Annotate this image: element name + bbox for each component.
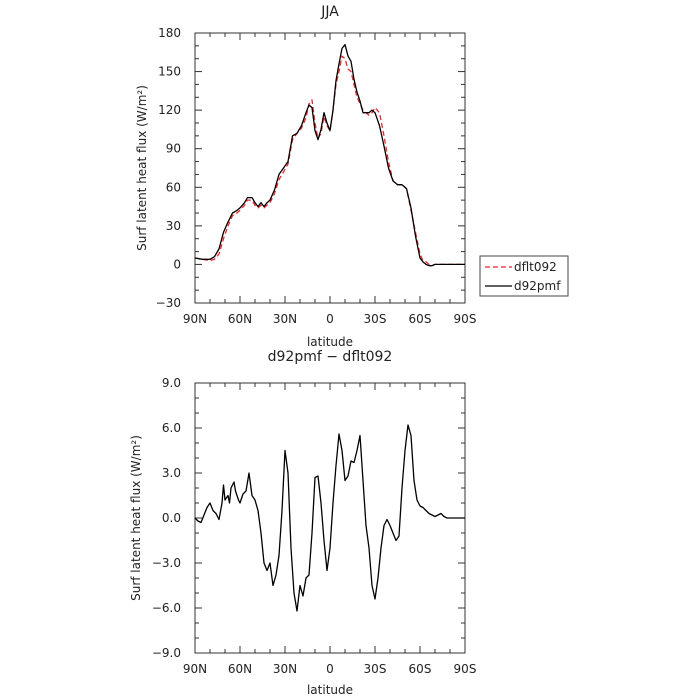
top-panel-title: JJA [320, 4, 339, 20]
plot-frame [194, 382, 466, 654]
bottom-panel-xlabel: latitude [307, 683, 353, 697]
x-tick-label: 60S [409, 312, 432, 326]
y-tick-label: 180 [158, 26, 181, 40]
y-tick-label: −3.0 [152, 556, 181, 570]
top-panel-ylabel: Surf latent heat flux (W/m²) [135, 85, 149, 251]
bottom-panel-title: d92pmf − dflt092 [268, 349, 393, 365]
x-tick-label: 90S [454, 312, 477, 326]
x-tick-label: 0 [326, 312, 334, 326]
y-tick-label: 0 [173, 257, 181, 271]
x-tick-label: 0 [326, 662, 334, 676]
legend-label-dflt092: dflt092 [514, 260, 557, 274]
y-tick-label: 60 [166, 180, 181, 194]
bottom-plot-area: 90N 60N 30N 0 30S 60S 90S −9.0 −6.0 −3.0 0.0 3.0 6.0… [152, 376, 477, 676]
x-tick-label: 30S [364, 312, 387, 326]
series-line-dflt092 [194, 55, 465, 267]
bottom-panel: d92pmf − dflt092 90N 60N 30N 0 30S 60S 90S −9.0… [129, 349, 476, 697]
series-line-d92pmf [194, 43, 465, 267]
y-tick-label: 0.0 [162, 511, 181, 525]
x-tick-label: 90S [454, 662, 477, 676]
x-tick-label: 60S [409, 662, 432, 676]
y-tick-label: 90 [166, 142, 181, 156]
bottom-panel-ylabel: Surf latent heat flux (W/m²) [129, 435, 143, 601]
y-tick-label: 9.0 [162, 376, 181, 390]
x-tick-label: 60N [228, 312, 252, 326]
legend-label-d92pmf: d92pmf [514, 279, 561, 293]
y-tick-label: 3.0 [162, 466, 181, 480]
legend: dflt092 d92pmf [479, 255, 569, 297]
x-tick-label: 60N [228, 662, 252, 676]
y-tick-label: −9.0 [152, 646, 181, 660]
top-plot-area: 90N 60N 30N 0 30S 60S 90S −30 0 30 60 90 120 150 180 [156, 26, 477, 326]
series-line-series-0 [194, 424, 465, 612]
x-tick-label: 90N [183, 662, 207, 676]
x-tick-label: 30S [364, 662, 387, 676]
top-panel-xlabel: latitude [307, 335, 353, 349]
x-tick-label: 30N [273, 312, 297, 326]
y-tick-label: −6.0 [152, 601, 181, 615]
x-tick-label: 30N [273, 662, 297, 676]
legend-box [479, 255, 569, 297]
y-tick-label: −30 [156, 296, 181, 310]
y-tick-label: 150 [158, 65, 181, 79]
y-tick-label: 120 [158, 103, 181, 117]
x-tick-label: 90N [183, 312, 207, 326]
y-tick-label: 30 [166, 219, 181, 233]
y-tick-label: 6.0 [162, 421, 181, 435]
top-panel: JJA 90N 60N 30N 0 30S 60S 90S −30 0 30 60 90 120 150 1… [135, 4, 569, 349]
